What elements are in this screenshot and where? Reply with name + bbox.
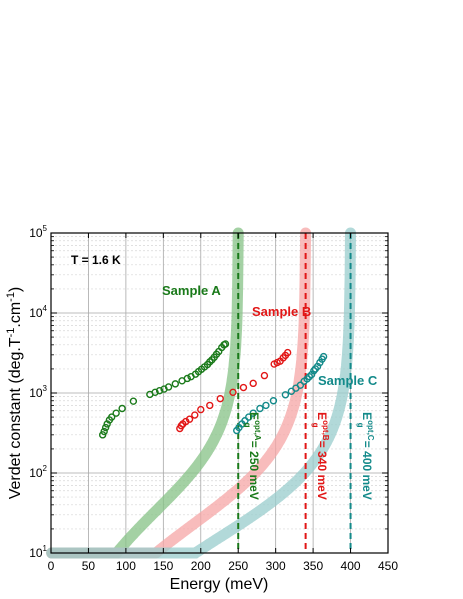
data-point-series-3 <box>241 417 249 425</box>
x-tick-label: 400 <box>341 559 361 573</box>
x-tick-label: 0 <box>48 559 55 573</box>
series-label-sample-c: Sample C <box>318 373 378 388</box>
data-point-series-2 <box>260 371 269 380</box>
y-tick-label: 104 <box>29 304 47 320</box>
data-point-series-2 <box>229 388 237 397</box>
y-label-end: ) <box>7 287 24 292</box>
x-tick-label: 300 <box>266 559 286 573</box>
x-tick-label: 250 <box>228 559 248 573</box>
gap-label-sample-c: Eopt,Cg = 400 meV <box>356 412 375 500</box>
y-tick-label: 105 <box>29 224 47 240</box>
data-point-series-3 <box>281 391 290 399</box>
data-point-series-2 <box>249 379 257 388</box>
y-tick-label: 103 <box>29 384 47 400</box>
data-point-series-1 <box>129 397 138 405</box>
x-tick-label: 450 <box>378 559 398 573</box>
data-point-series-2 <box>185 415 194 423</box>
x-tick-label: 100 <box>116 559 136 573</box>
data-points <box>98 340 328 439</box>
data-point-series-1 <box>171 380 180 388</box>
data-point-series-1 <box>100 427 108 436</box>
data-point-series-3 <box>249 409 257 417</box>
data-point-series-1 <box>155 386 164 395</box>
x-tick-label: 350 <box>303 559 323 573</box>
data-point-series-1 <box>107 413 116 421</box>
y-label-sup2: -1 <box>5 292 17 302</box>
y-label-main: Verdet constant (deg.T <box>7 337 24 499</box>
data-point-series-1 <box>183 374 191 383</box>
data-point-series-2 <box>177 422 186 430</box>
data-point-series-1 <box>118 404 126 413</box>
data-point-series-2 <box>206 401 214 410</box>
data-point-series-3 <box>310 366 318 375</box>
series-label-sample-b: Sample B <box>252 304 311 319</box>
gap-label-sample-b: Eopt,Bg = 340 meV <box>311 412 330 500</box>
temperature-annotation: T = 1.6 K <box>71 253 121 267</box>
data-point-series-2 <box>191 411 199 419</box>
data-point-series-3 <box>262 401 270 410</box>
data-point-series-2 <box>283 348 292 357</box>
data-point-series-1 <box>164 383 173 391</box>
gap-labels: Eopt,Ag = 250 meV Eopt,Bg = 340 meV Eopt… <box>243 412 375 500</box>
y-axis-label: Verdet constant (deg.T-1.cm-1) <box>5 287 24 500</box>
series-label-sample-a: Sample A <box>162 283 221 298</box>
data-point-series-3 <box>319 352 328 361</box>
x-axis-label: Energy (meV) <box>170 576 269 593</box>
data-point-series-3 <box>256 404 264 413</box>
data-point-series-1 <box>112 409 120 417</box>
gap-label-sample-a: Eopt,Ag = 250 meV <box>243 412 262 500</box>
axis-ticks <box>50 232 389 554</box>
data-point-series-2 <box>197 405 205 414</box>
x-tick-label: 200 <box>191 559 211 573</box>
x-tick-label: 150 <box>153 559 173 573</box>
y-label-mid: .cm <box>7 302 24 328</box>
data-point-series-3 <box>296 381 305 389</box>
data-point-series-1 <box>101 423 110 432</box>
data-point-series-3 <box>269 397 278 405</box>
x-tick-labels: 0 50 100 150 200 250 300 350 400 450 <box>48 559 399 573</box>
y-label-sup1: -1 <box>5 328 17 338</box>
data-point-series-2 <box>216 394 224 403</box>
y-tick-label: 101 <box>29 544 47 560</box>
data-point-series-2 <box>239 383 248 392</box>
y-tick-label: 102 <box>29 464 47 480</box>
gap-lines <box>237 233 352 553</box>
data-point-series-1 <box>151 388 159 397</box>
y-tick-labels: 101 102 103 104 105 <box>29 224 47 560</box>
data-point-series-3 <box>245 413 253 421</box>
x-tick-label: 50 <box>82 559 96 573</box>
data-point-series-1 <box>221 340 230 348</box>
